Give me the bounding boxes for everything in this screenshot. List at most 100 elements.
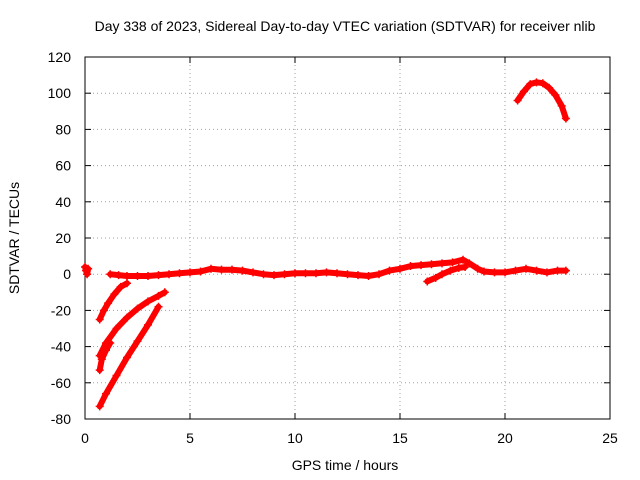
series-arc-descent-3 [95, 338, 115, 375]
data-point [112, 324, 121, 333]
x-axis-label: GPS time / hours [292, 457, 399, 473]
series-arc-start [81, 262, 93, 279]
data-point [431, 273, 440, 282]
data-point [438, 259, 446, 268]
data-point [561, 266, 570, 275]
data-point [561, 114, 570, 123]
data-point [217, 265, 226, 274]
data-point [333, 269, 341, 278]
data-point [322, 268, 331, 277]
data-point [465, 259, 474, 268]
series-trace [514, 79, 569, 122]
data-point [123, 279, 131, 288]
data-point [114, 271, 123, 280]
grid [85, 57, 610, 419]
data-point [99, 306, 108, 315]
y-tick-label: 40 [55, 194, 71, 210]
data-point [186, 268, 194, 277]
y-tick-label: -60 [51, 375, 71, 391]
y-tick-label: -20 [51, 302, 71, 318]
data-point [291, 269, 299, 278]
data-point [396, 264, 404, 273]
data-point [110, 290, 119, 299]
data-point [532, 266, 541, 275]
y-tick-label: 100 [48, 85, 72, 101]
data-point [427, 260, 436, 269]
data-point [538, 79, 547, 88]
y-tick-label: 0 [63, 266, 71, 282]
y-tick-label: 20 [55, 230, 71, 246]
data-point [259, 270, 268, 279]
y-tick-label: -80 [51, 411, 71, 427]
series-trace [107, 256, 569, 279]
data-point [123, 353, 131, 362]
data-point [448, 258, 457, 267]
data-point [551, 91, 560, 100]
data-point [454, 263, 463, 272]
data-point [144, 272, 152, 281]
data-point [106, 270, 115, 279]
data-point [133, 272, 142, 281]
plot-frame [84, 56, 611, 420]
data-point [461, 262, 470, 271]
data-point [526, 80, 535, 89]
data-point [249, 268, 257, 277]
y-tick-label: 80 [55, 121, 71, 137]
x-tick-label: 20 [497, 430, 513, 446]
data-point [375, 270, 383, 279]
data-point [160, 288, 169, 297]
data-point [175, 269, 184, 278]
data-point [312, 269, 320, 278]
data-point [83, 270, 92, 279]
x-tick-label: 25 [602, 430, 618, 446]
series-trace [96, 340, 114, 374]
data-series [81, 78, 570, 411]
chart-title: Day 338 of 2023, Sidereal Day-to-day VTE… [95, 18, 596, 34]
data-point [532, 78, 541, 87]
data-point [511, 266, 520, 275]
y-tick-label: 120 [48, 49, 72, 65]
data-point [97, 355, 106, 364]
series-arc-16-18 [423, 262, 470, 286]
data-point [196, 267, 205, 276]
data-point [95, 402, 104, 411]
data-point [490, 268, 499, 277]
data-point [406, 262, 415, 271]
data-point [385, 266, 394, 275]
series-arc-high [513, 78, 570, 123]
data-point [123, 313, 131, 322]
data-point [238, 266, 247, 275]
data-point [301, 269, 310, 278]
data-point [545, 83, 554, 92]
data-point [519, 87, 528, 96]
data-point [438, 270, 446, 279]
data-point [154, 271, 163, 280]
data-point [133, 337, 142, 346]
series-trace [96, 303, 162, 410]
data-point [417, 261, 425, 270]
data-point [343, 270, 352, 279]
data-point [513, 96, 522, 105]
data-point [102, 346, 110, 355]
data-point [133, 304, 142, 313]
data-point [165, 270, 173, 279]
data-point [354, 271, 362, 280]
data-point [480, 267, 488, 276]
data-point [553, 266, 562, 275]
data-point [459, 255, 467, 264]
series-arc-descent-2 [95, 288, 169, 360]
axis-ticks: 0 5 10 15 20 25 -80 -60 -40 -20 0 20 40 60 80 100 120 [48, 49, 618, 446]
data-point [123, 272, 131, 281]
data-point [104, 299, 113, 308]
data-point [473, 264, 482, 273]
data-point [501, 268, 509, 277]
data-point [270, 271, 278, 280]
data-point [102, 389, 110, 398]
y-tick-label: -40 [51, 339, 71, 355]
series-main-baseline [106, 255, 570, 281]
data-point [423, 277, 432, 286]
x-tick-label: 15 [392, 430, 408, 446]
data-point [228, 265, 236, 274]
series-arc-descent-1 [95, 279, 131, 324]
